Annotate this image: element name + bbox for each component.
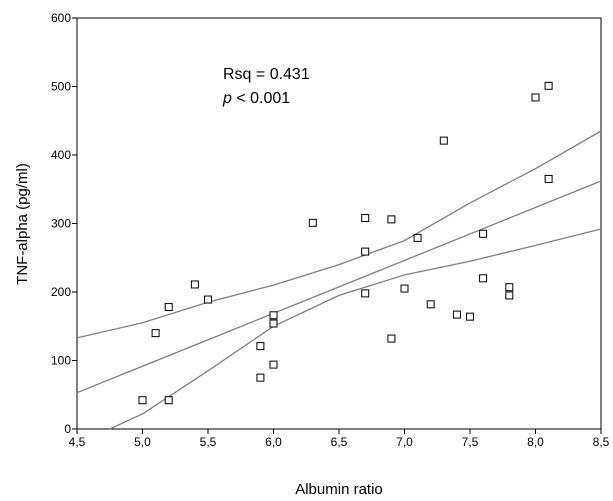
x-tick-label: 7,5 — [462, 435, 479, 449]
annotation-p-symbol: p — [222, 90, 232, 107]
data-point — [269, 311, 278, 320]
data-point — [361, 289, 370, 298]
data-point — [361, 214, 370, 223]
y-tick-label: 0 — [64, 422, 71, 436]
data-point — [361, 247, 370, 256]
fit-line-segment — [76, 180, 602, 394]
data-point — [400, 284, 409, 293]
data-point — [439, 136, 448, 145]
data-point — [387, 215, 396, 224]
x-tick-label: 6,5 — [331, 435, 348, 449]
x-axis: 4,5 5,0 5,5 6,0 6,5 7,0 7,5 8,0 8,5 — [69, 429, 610, 449]
ci-upper-line — [76, 130, 602, 339]
data-point — [308, 218, 317, 227]
data-point — [256, 342, 265, 351]
data-point — [505, 291, 514, 300]
data-point — [151, 329, 160, 338]
confidence-band — [76, 130, 602, 430]
y-tick-label: 200 — [51, 285, 71, 299]
data-point — [204, 295, 212, 304]
data-point — [164, 303, 173, 312]
y-tick-label: 100 — [51, 354, 71, 368]
data-point — [138, 396, 147, 405]
data-point — [256, 373, 265, 382]
y-axis-title: TNF-alpha (pg/ml) — [14, 163, 31, 285]
data-point — [466, 312, 474, 321]
data-point — [531, 93, 540, 102]
data-point — [387, 334, 396, 343]
x-tick-label: 7,0 — [396, 435, 413, 449]
data-point — [452, 310, 461, 319]
y-tick-label: 500 — [51, 80, 71, 94]
x-tick-label: 8,0 — [527, 435, 544, 449]
y-tick-label: 300 — [51, 217, 71, 231]
data-points — [138, 81, 553, 405]
data-point — [269, 319, 278, 328]
ci-lower-line — [109, 228, 602, 430]
regression-line — [76, 180, 602, 394]
data-point — [479, 274, 488, 283]
data-point — [164, 396, 173, 405]
data-point — [544, 81, 553, 90]
annotation-rsq: Rsq = 0.431 — [223, 66, 310, 83]
data-point — [544, 174, 553, 183]
data-point — [505, 283, 514, 292]
data-point — [413, 233, 422, 242]
y-axis: 0 100 200 300 400 500 600 — [51, 11, 77, 436]
annotation-p-value: < 0.001 — [232, 90, 290, 107]
data-point — [190, 280, 199, 289]
data-point — [269, 360, 278, 369]
data-point — [426, 300, 435, 309]
x-tick-label: 5,5 — [200, 435, 217, 449]
x-tick-label: 6,0 — [265, 435, 282, 449]
annotation-p: p < 0.001 — [222, 90, 290, 107]
y-tick-label: 600 — [51, 11, 71, 25]
y-tick-label: 400 — [51, 148, 71, 162]
x-tick-label: 4,5 — [69, 435, 86, 449]
x-tick-label: 5,0 — [134, 435, 151, 449]
x-axis-title: Albumin ratio — [295, 481, 383, 498]
data-point — [479, 229, 488, 238]
plot-frame — [76, 17, 602, 430]
x-tick-label: 8,5 — [593, 435, 610, 449]
